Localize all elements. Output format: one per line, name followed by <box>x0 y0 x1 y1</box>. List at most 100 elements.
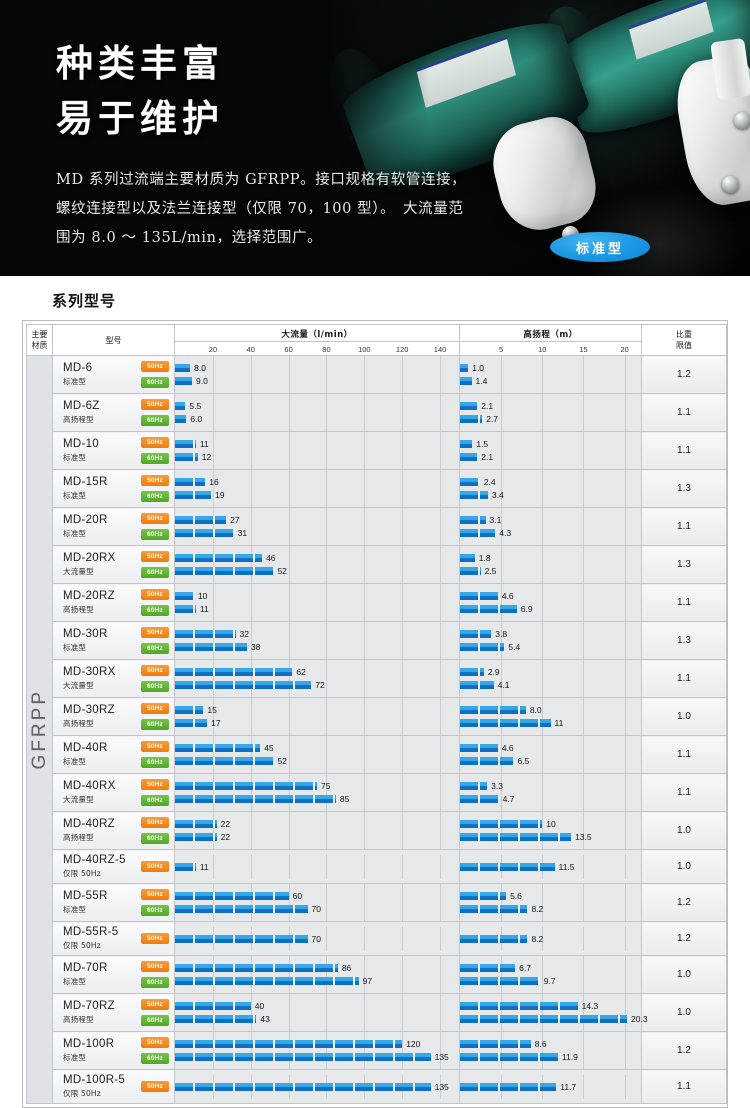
bar-row: 60 <box>175 891 459 901</box>
specific-gravity-cell: 1.0 <box>641 993 727 1032</box>
flow-chart-cell: 22 22 <box>174 811 460 850</box>
bar <box>460 744 498 752</box>
frequency-badge-50hz: 50Hz <box>141 626 169 638</box>
model-name: MD-30RZ <box>63 704 115 716</box>
head-chart-cell: 3.1 4.3 <box>459 507 642 546</box>
model-cell[interactable]: MD-15R 标准型 50Hz 60Hz <box>52 469 175 508</box>
bar-row: 16 <box>175 477 459 487</box>
bar-row: 27 <box>175 515 459 525</box>
specific-gravity-cell: 1.1 <box>641 773 727 812</box>
bar-row: 135 <box>175 1052 459 1062</box>
model-cell[interactable]: MD-100R-5 仅限 50Hz 50Hz <box>52 1069 175 1104</box>
bar <box>175 795 336 803</box>
model-cell[interactable]: MD-30RX 大流量型 50Hz 60Hz <box>52 659 175 698</box>
frequency-badges: 50Hz 60Hz <box>141 776 169 809</box>
model-name: MD-30R <box>63 628 108 640</box>
bar-value-label: 11 <box>199 604 209 614</box>
model-name: MD-6 <box>63 362 93 374</box>
model-subtype: 标准型 <box>63 529 87 538</box>
bar-value-label: 22 <box>220 819 231 829</box>
bar-value-label: 10 <box>546 819 556 829</box>
bar <box>175 782 317 790</box>
header-model: 型号 <box>52 324 175 356</box>
model-cell[interactable]: MD-70R 标准型 50Hz 60Hz <box>52 955 175 994</box>
frequency-badge-60hz: 60Hz <box>141 905 169 917</box>
model-cell[interactable]: MD-30RZ 高扬程型 50Hz 60Hz <box>52 697 175 736</box>
model-cell[interactable]: MD-6 标准型 50Hz 60Hz <box>52 355 175 394</box>
model-cell[interactable]: MD-100R 标准型 50Hz 60Hz <box>52 1031 175 1070</box>
model-cell[interactable]: MD-20R 标准型 50Hz 60Hz <box>52 507 175 546</box>
model-cell[interactable]: MD-30R 标准型 50Hz 60Hz <box>52 621 175 660</box>
specific-gravity-cell: 1.0 <box>641 697 727 736</box>
model-cell[interactable]: MD-20RX 大流量型 50Hz 60Hz <box>52 545 175 584</box>
frequency-badge-50hz: 50Hz <box>141 960 169 972</box>
frequency-badge-50hz: 50Hz <box>141 888 169 900</box>
model-cell[interactable]: MD-6Z 高扬程型 50Hz 60Hz <box>52 393 175 432</box>
spec-table-head: 主要 材质 型号 大流量（l/min） 高扬程（m） 比重 限值 20 40 60 8… <box>26 324 727 356</box>
bar <box>175 605 196 613</box>
bar-row: 9.0 <box>175 376 459 386</box>
model-cell[interactable]: MD-40R 标准型 50Hz 60Hz <box>52 735 175 774</box>
bar-row: 4.6 <box>460 743 641 753</box>
standard-type-badge: 标准型 <box>550 232 650 262</box>
model-cell[interactable]: MD-70RZ 高扬程型 50Hz 60Hz <box>52 993 175 1032</box>
bar <box>460 491 488 499</box>
bar-row: 2.5 <box>460 566 641 576</box>
bar-value-label: 70 <box>311 933 321 944</box>
bar <box>460 529 496 537</box>
flow-chart-cell: 27 31 <box>174 507 460 546</box>
frequency-badge-50hz: 50Hz <box>141 816 169 828</box>
head-chart-cell: 10 13.5 <box>459 811 642 850</box>
model-subtype: 高扬程型 <box>63 605 94 614</box>
table-row: MD-40RX 大流量型 50Hz 60Hz 75 85 3.3 4.7 1.1 <box>27 773 727 812</box>
bar <box>460 1002 578 1010</box>
bar-value-label: 32 <box>239 629 250 639</box>
head-chart-cell: 14.3 20.3 <box>459 993 648 1032</box>
model-cell[interactable]: MD-40RZ 高扬程型 50Hz 60Hz <box>52 811 175 850</box>
frequency-badges: 50Hz 60Hz <box>141 586 169 619</box>
bar-value-label: 11 <box>199 439 209 449</box>
bar-value-label: 3.3 <box>491 781 503 791</box>
bar-row: 2.1 <box>460 452 641 462</box>
model-name: MD-10 <box>63 438 100 450</box>
bar-value-label: 3.4 <box>491 490 504 500</box>
model-name: MD-40RZ-5 <box>63 854 126 866</box>
bar <box>175 833 217 841</box>
bar-value-label: 11 <box>199 861 209 872</box>
bar <box>460 364 469 372</box>
frequency-badge-50hz: 50Hz <box>141 702 169 714</box>
frequency-badge-60hz: 60Hz <box>141 605 169 617</box>
table-row: MD-55R 标准型 50Hz 60Hz 60 70 5.6 8.2 1.2 <box>27 883 727 922</box>
bar-row: 11.7 <box>460 1082 641 1092</box>
header-flow: 大流量（l/min） <box>174 324 460 342</box>
flow-chart-cell: 135 <box>174 1069 460 1104</box>
bar <box>175 1082 431 1091</box>
frequency-badges: 50Hz 60Hz <box>141 396 169 429</box>
bar <box>460 719 551 727</box>
head-chart-cell: 11.7 <box>459 1069 642 1104</box>
model-cell[interactable]: MD-55R 标准型 50Hz 60Hz <box>52 883 175 922</box>
model-subtype: 仅限 50Hz <box>63 941 101 950</box>
model-cell[interactable]: MD-55R-5 仅限 50Hz 50Hz <box>52 921 175 956</box>
head-chart-cell: 4.6 6.9 <box>459 583 642 622</box>
model-cell[interactable]: MD-40RZ-5 仅限 50Hz 50Hz <box>52 849 175 884</box>
model-cell[interactable]: MD-10 标准型 50Hz 60Hz <box>52 431 175 470</box>
gridlines <box>175 812 459 849</box>
bar <box>460 892 507 900</box>
head-chart-cell: 1.0 1.4 <box>459 355 642 394</box>
model-name: MD-55R <box>63 890 108 902</box>
flow-chart-cell: 8.0 9.0 <box>174 355 460 394</box>
bar <box>460 757 514 765</box>
model-cell[interactable]: MD-40RX 大流量型 50Hz 60Hz <box>52 773 175 812</box>
table-row: MD-40RZ 高扬程型 50Hz 60Hz 22 22 10 13.5 1.0 <box>27 811 727 850</box>
table-row: MD-55R-5 仅限 50Hz 50Hz 70 8.2 1.2 <box>27 921 727 956</box>
bar <box>175 491 211 499</box>
bar-value-label: 8.6 <box>534 1039 547 1049</box>
gridlines <box>460 432 641 469</box>
flow-chart-cell: 120 135 <box>174 1031 460 1070</box>
frequency-badge-60hz: 60Hz <box>141 529 169 541</box>
bar-row: 11 <box>175 439 459 449</box>
bar-value-label: 135 <box>434 1052 449 1062</box>
bar <box>175 744 261 752</box>
model-cell[interactable]: MD-20RZ 高扬程型 50Hz 60Hz <box>52 583 175 622</box>
